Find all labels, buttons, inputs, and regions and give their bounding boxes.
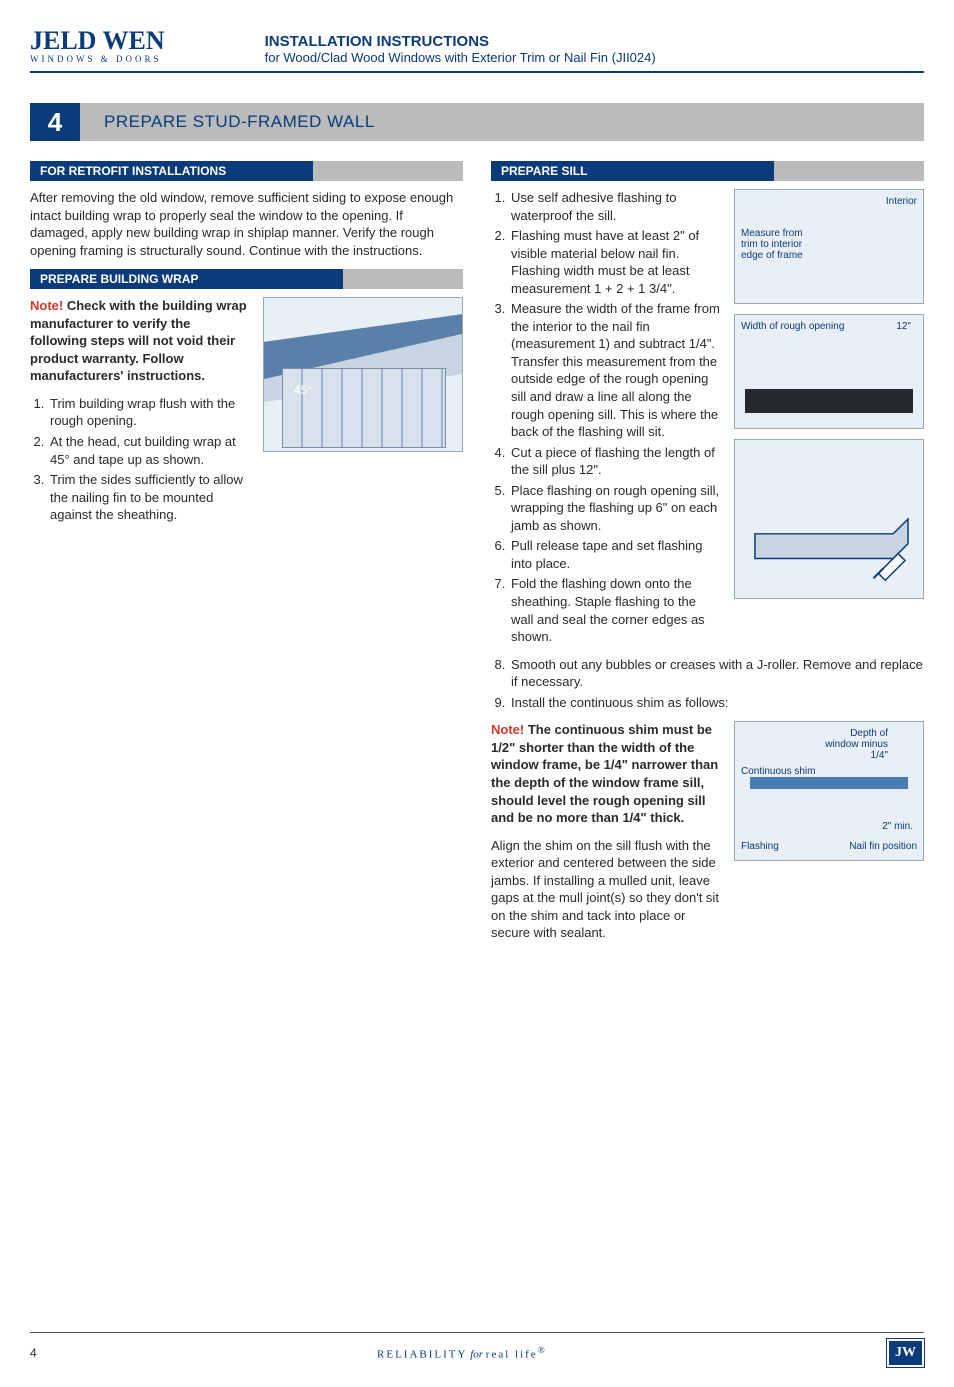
list-item: Smooth out any bubbles or creases with a…: [509, 656, 924, 691]
diagram-measure: Interior Measure from trim to interior e…: [734, 189, 924, 304]
wrap-text: Note! Check with the building wrap manuf…: [30, 297, 249, 534]
note-label: Note!: [30, 298, 63, 313]
list-item: Cut a piece of flashing the length of th…: [509, 444, 720, 479]
sill-steps-b: Smooth out any bubbles or creases with a…: [491, 656, 924, 712]
label-measure: Measure from trim to interior edge of fr…: [741, 228, 811, 261]
section-bar: 4 PREPARE STUD-FRAMED WALL: [30, 103, 924, 141]
tagline-a: RELIABILITY: [377, 1349, 467, 1361]
subhead-building-wrap: PREPARE BUILDING WRAP: [30, 269, 463, 289]
tagline: RELIABILITY for real life®: [377, 1345, 547, 1361]
sill-steps-a: Use self adhesive flashing to waterproof…: [491, 189, 720, 646]
tagline-b: for: [467, 1349, 485, 1361]
list-item: Use self adhesive flashing to waterproof…: [509, 189, 720, 224]
logo-top: JELD WEN: [30, 28, 165, 54]
label-2min: 2" min.: [882, 821, 913, 832]
section-number: 4: [30, 103, 80, 141]
diagram-shim: Depth of window minus 1/4" Continuous sh…: [734, 721, 924, 861]
label-depth: Depth of window minus 1/4": [823, 728, 888, 761]
list-item: Fold the flashing down onto the sheathin…: [509, 575, 720, 645]
list-item: Flashing must have at least 2" of visibl…: [509, 227, 720, 297]
diagram-caulk: [734, 439, 924, 599]
shim-after: Align the shim on the sill flush with th…: [491, 837, 720, 942]
list-item: Install the continuous shim as follows:: [509, 694, 924, 712]
right-column: PREPARE SILL Use self adhesive flashing …: [491, 161, 924, 952]
page-number: 4: [30, 1346, 37, 1360]
sill-diagrams: Interior Measure from trim to interior e…: [734, 189, 924, 656]
subhead-retrofit: FOR RETROFIT INSTALLATIONS: [30, 161, 463, 181]
note-label: Note!: [491, 722, 524, 737]
list-item: At the head, cut building wrap at 45° an…: [48, 433, 249, 468]
doc-subtitle: for Wood/Clad Wood Windows with Exterior…: [265, 50, 656, 65]
label-12: 12": [896, 321, 911, 332]
footer: 4 RELIABILITY for real life® JW: [30, 1333, 924, 1367]
shim-note: Note! The continuous shim must be 1/2" s…: [491, 721, 720, 826]
note-text: The continuous shim must be 1/2" shorter…: [491, 722, 718, 825]
subhead-sill: PREPARE SILL: [491, 161, 924, 181]
sill-row: Use self adhesive flashing to waterproof…: [491, 189, 924, 656]
list-item: Pull release tape and set flashing into …: [509, 537, 720, 572]
list-item: Place flashing on rough opening sill, wr…: [509, 482, 720, 535]
label-width: Width of rough opening: [741, 321, 844, 332]
left-column: FOR RETROFIT INSTALLATIONS After removin…: [30, 161, 463, 952]
shim-row: Note! The continuous shim must be 1/2" s…: [491, 721, 924, 952]
label-nailfin: Nail fin position: [849, 841, 917, 852]
logo-bottom: WINDOWS & DOORS: [30, 54, 162, 64]
label-shim: Continuous shim: [741, 766, 815, 777]
label-interior: Interior: [886, 196, 917, 207]
section-title: PREPARE STUD-FRAMED WALL: [80, 103, 924, 141]
header-text: INSTALLATION INSTRUCTIONS for Wood/Clad …: [265, 33, 656, 65]
diagram-building-wrap: 45°: [263, 297, 463, 452]
tagline-c: real life: [486, 1349, 538, 1361]
list-item: Measure the width of the frame from the …: [509, 300, 720, 440]
page-header: JELD WEN WINDOWS & DOORS INSTALLATION IN…: [30, 28, 924, 73]
wrap-row: Note! Check with the building wrap manuf…: [30, 297, 463, 534]
shim-text: Note! The continuous shim must be 1/2" s…: [491, 721, 720, 952]
caulk-icon: [735, 440, 923, 598]
content-columns: FOR RETROFIT INSTALLATIONS After removin…: [30, 161, 924, 952]
angle-label: 45°: [294, 383, 312, 397]
note-text: Check with the building wrap manufacture…: [30, 298, 247, 383]
list-item: Trim building wrap flush with the rough …: [48, 395, 249, 430]
logo: JELD WEN WINDOWS & DOORS: [30, 28, 165, 65]
wrap-note: Note! Check with the building wrap manuf…: [30, 297, 249, 385]
list-item: Trim the sides sufficiently to allow the…: [48, 471, 249, 524]
sill-text: Use self adhesive flashing to waterproof…: [491, 189, 720, 656]
doc-title: INSTALLATION INSTRUCTIONS: [265, 33, 656, 50]
diagram-width: Width of rough opening 12": [734, 314, 924, 429]
label-flashing: Flashing: [741, 841, 779, 852]
retrofit-text: After removing the old window, remove su…: [30, 189, 463, 259]
wrap-steps: Trim building wrap flush with the rough …: [30, 395, 249, 524]
jw-badge: JW: [887, 1339, 924, 1367]
